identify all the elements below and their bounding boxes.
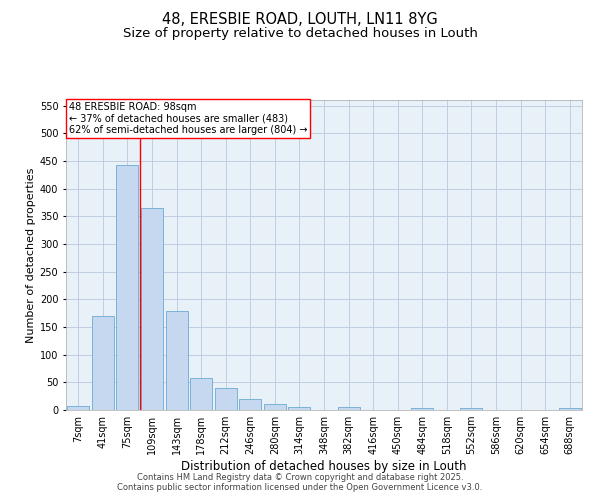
Bar bbox=[166, 312, 188, 410]
Text: Contains HM Land Registry data © Crown copyright and database right 2025.
Contai: Contains HM Land Registry data © Crown c… bbox=[118, 473, 482, 492]
Bar bbox=[460, 408, 482, 410]
Bar bbox=[411, 408, 433, 410]
Bar bbox=[141, 208, 163, 410]
Bar bbox=[239, 399, 262, 410]
Text: 48, ERESBIE ROAD, LOUTH, LN11 8YG: 48, ERESBIE ROAD, LOUTH, LN11 8YG bbox=[162, 12, 438, 28]
Bar bbox=[289, 407, 310, 410]
Bar bbox=[92, 316, 114, 410]
Bar bbox=[215, 388, 237, 410]
Y-axis label: Number of detached properties: Number of detached properties bbox=[26, 168, 35, 342]
Bar bbox=[559, 408, 581, 410]
Bar bbox=[190, 378, 212, 410]
Bar bbox=[338, 407, 359, 410]
Bar bbox=[67, 406, 89, 410]
Text: Size of property relative to detached houses in Louth: Size of property relative to detached ho… bbox=[122, 28, 478, 40]
X-axis label: Distribution of detached houses by size in Louth: Distribution of detached houses by size … bbox=[181, 460, 467, 473]
Bar bbox=[264, 404, 286, 410]
Bar bbox=[116, 165, 139, 410]
Text: 48 ERESBIE ROAD: 98sqm
← 37% of detached houses are smaller (483)
62% of semi-de: 48 ERESBIE ROAD: 98sqm ← 37% of detached… bbox=[68, 102, 307, 134]
